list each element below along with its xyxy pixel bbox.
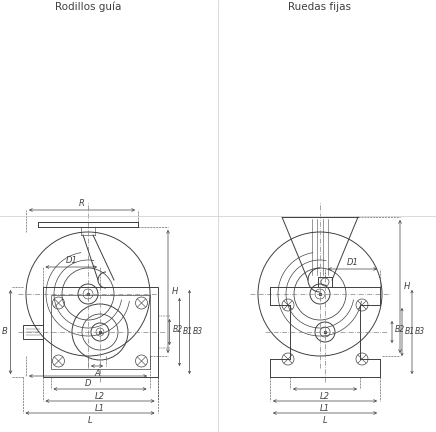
Text: Rodillos guía: Rodillos guía [55,2,121,13]
Text: A: A [94,369,100,378]
Text: L1: L1 [95,404,105,413]
Bar [318,277,332,287]
Text: Ruedas fijas: Ruedas fijas [289,2,351,12]
Text: B1: B1 [183,327,193,337]
Text: H: H [172,287,178,296]
Text: B2: B2 [395,325,405,334]
Text: B1: B1 [405,327,415,337]
Text: L: L [323,416,327,425]
Text: L1: L1 [320,404,330,413]
Bar [51,295,150,369]
Text: B3: B3 [415,327,425,337]
Bar [42,287,157,377]
Bar [23,325,42,339]
Text: R: R [79,199,85,208]
Text: D: D [85,379,91,388]
Text: D1: D1 [65,256,77,265]
Text: L: L [88,416,92,425]
Text: B: B [2,327,7,337]
Text: H: H [404,282,410,291]
Text: B3: B3 [193,327,203,337]
Text: L2: L2 [320,392,330,401]
Text: B2: B2 [173,325,183,334]
Text: D1: D1 [347,258,358,267]
Text: L2: L2 [95,392,105,401]
